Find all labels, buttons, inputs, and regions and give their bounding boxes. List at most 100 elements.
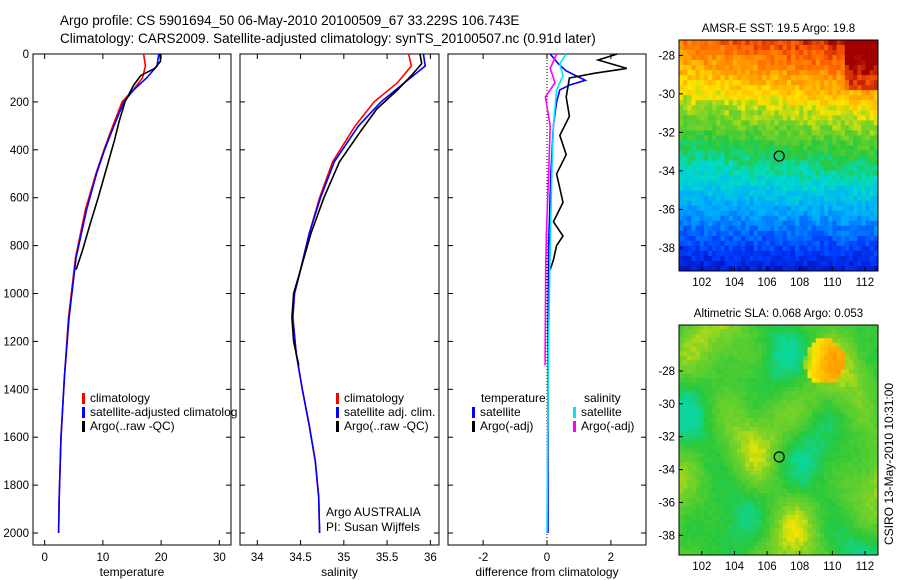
- map-cell: [691, 225, 696, 232]
- map-cell: [749, 426, 755, 432]
- map-cell: [819, 453, 825, 459]
- map-cell: [728, 215, 734, 222]
- map-cell: [683, 50, 688, 56]
- map-cell: [683, 80, 688, 86]
- map-cell: [703, 537, 709, 543]
- x-tick-label: 35: [337, 552, 350, 564]
- map-cell: [799, 484, 804, 490]
- map-cell: [757, 140, 763, 146]
- map-cell: [815, 215, 821, 222]
- map-cell: [770, 75, 775, 81]
- map-cell: [848, 386, 854, 392]
- map-cell: [774, 524, 779, 529]
- map-cell: [782, 395, 788, 401]
- map-cell: [836, 475, 842, 481]
- map-cell: [749, 360, 755, 366]
- map-cell: [699, 355, 705, 361]
- map-cell: [869, 413, 875, 419]
- map-cell: [708, 110, 713, 116]
- map-cell: [774, 448, 779, 454]
- map-cell: [865, 245, 871, 252]
- map-cell: [703, 235, 709, 242]
- map-cell: [757, 85, 763, 91]
- map-cell: [683, 160, 688, 166]
- map-cell: [824, 493, 829, 498]
- map-cell: [832, 180, 837, 187]
- map-cell: [728, 325, 734, 330]
- map-cell: [853, 515, 858, 521]
- map-cell: [819, 235, 825, 242]
- map-cell: [679, 170, 684, 176]
- map-cell: [819, 497, 825, 503]
- map-cell: [695, 65, 701, 71]
- map-cell: [819, 532, 825, 538]
- map-cell: [728, 351, 734, 357]
- map-cell: [728, 462, 734, 467]
- map-cell: [679, 70, 684, 76]
- map-cell: [695, 386, 701, 392]
- map-cell: [786, 60, 792, 66]
- map-cell: [679, 484, 684, 490]
- map-cell: [790, 378, 796, 383]
- map-cell: [790, 45, 796, 51]
- map-cell: [869, 190, 875, 197]
- map-cell: [819, 95, 825, 101]
- map-cell: [761, 260, 767, 267]
- map-cell: [708, 395, 713, 401]
- map-cell: [824, 125, 829, 131]
- map-cell: [803, 40, 808, 46]
- map-cell: [737, 230, 742, 237]
- map-cell: [724, 90, 730, 96]
- map-cell: [687, 205, 692, 212]
- map-cell: [819, 165, 825, 171]
- map-cell: [749, 400, 755, 406]
- map-cell: [757, 457, 763, 463]
- map-cell: [828, 426, 833, 432]
- map-cell: [844, 515, 850, 521]
- map-cell: [790, 225, 796, 232]
- map-cell: [828, 413, 833, 419]
- map-cell: [766, 175, 771, 182]
- map-cell: [691, 541, 696, 547]
- map-cell: [844, 60, 850, 66]
- map-cell: [786, 235, 792, 242]
- map-cell: [824, 338, 829, 344]
- map-cell: [741, 205, 746, 212]
- map-cell: [844, 510, 850, 516]
- map-cell: [708, 475, 713, 481]
- map-cell: [745, 255, 750, 262]
- map-cell: [865, 546, 871, 551]
- map-cell: [699, 140, 705, 146]
- map-cell: [712, 195, 717, 202]
- map-cell: [695, 444, 701, 450]
- map-cell: [703, 426, 709, 432]
- map-cell: [857, 431, 862, 436]
- map-cell: [873, 215, 879, 222]
- map-cell: [695, 532, 701, 538]
- map-cell: [844, 205, 850, 212]
- map-cell: [815, 110, 821, 116]
- map-cell: [761, 200, 767, 207]
- map-cell: [683, 120, 688, 126]
- map-cell: [757, 250, 763, 257]
- map-cell: [807, 105, 813, 111]
- map-cell: [749, 140, 755, 146]
- map-cell: [795, 45, 800, 51]
- map-cell: [778, 360, 784, 366]
- map-cell: [703, 255, 709, 262]
- map-cell: [844, 470, 850, 476]
- map-cell: [844, 80, 850, 86]
- map-cell: [778, 333, 784, 339]
- map-cell: [753, 395, 759, 401]
- map-cell: [712, 435, 717, 441]
- map-cell: [861, 431, 866, 436]
- map-cell: [807, 404, 813, 410]
- map-cell: [869, 466, 875, 472]
- map-cell: [853, 470, 858, 476]
- map-cell: [749, 462, 755, 467]
- map-cell: [708, 65, 713, 71]
- map-cell: [815, 378, 821, 383]
- map-cell: [869, 484, 875, 490]
- map-cell: [720, 170, 726, 176]
- map-cell: [840, 422, 846, 428]
